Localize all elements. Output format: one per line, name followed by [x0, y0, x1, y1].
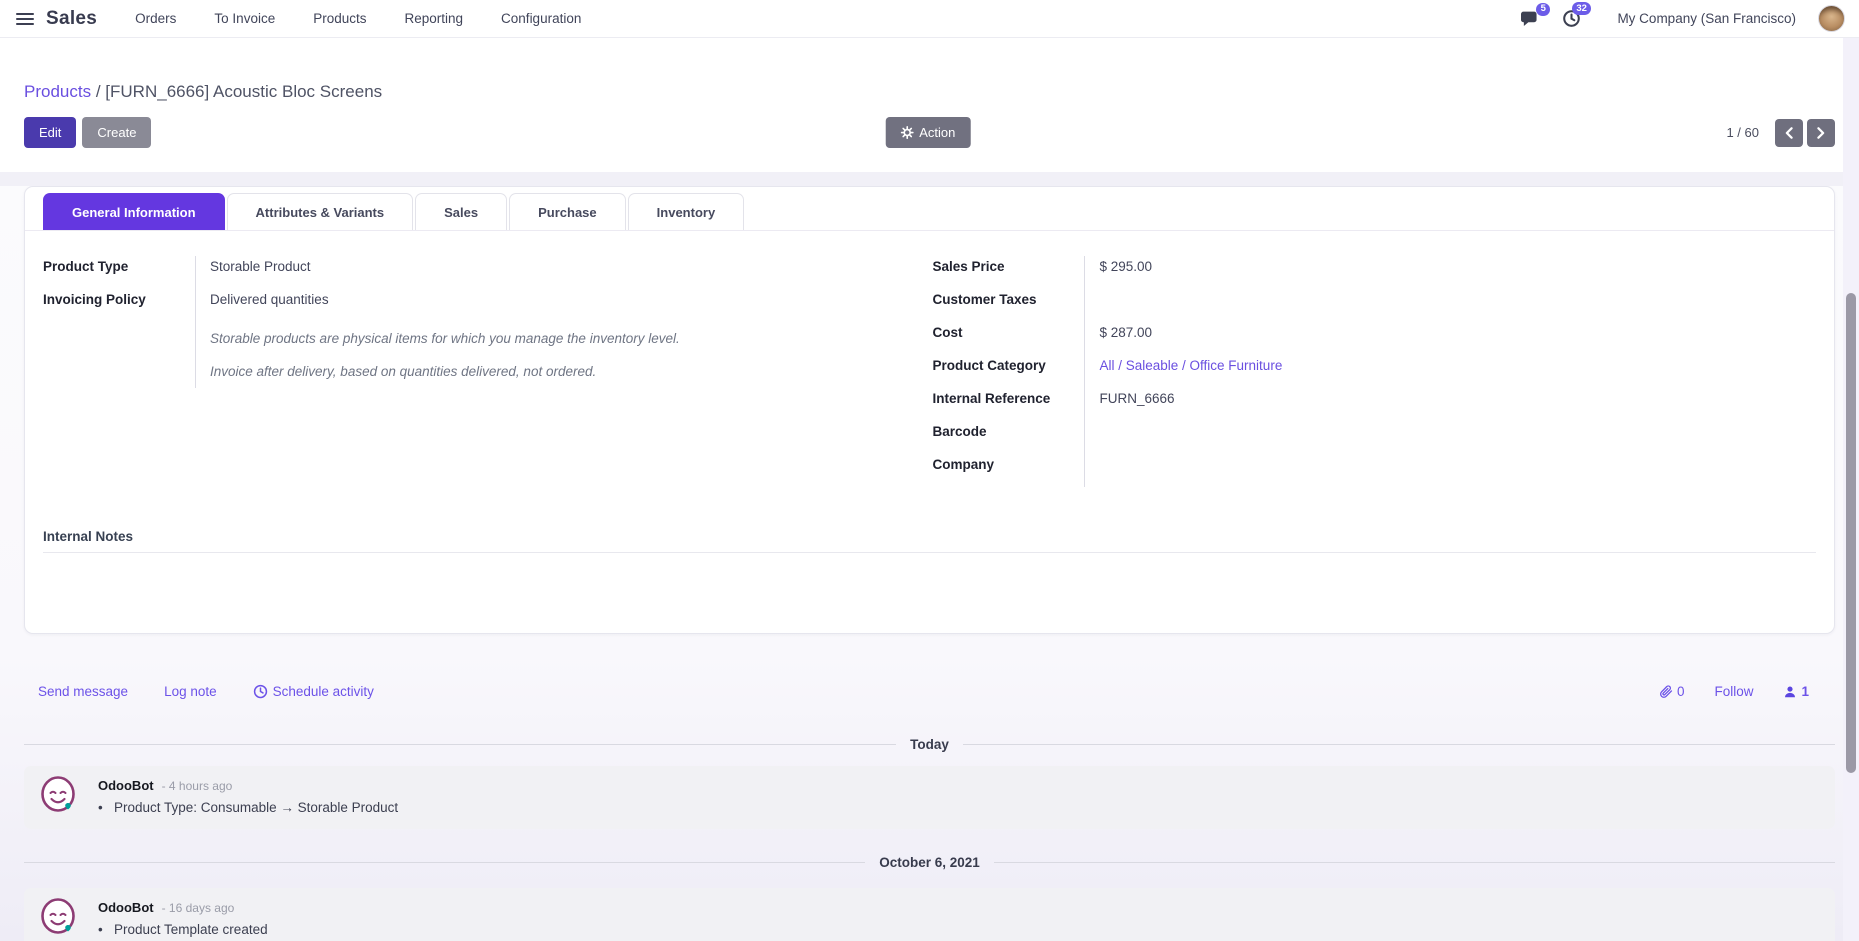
message-body: Product Template created [98, 922, 268, 937]
message-timestamp: - 16 days ago [161, 901, 235, 915]
notebook-divider [25, 230, 1834, 231]
tab-purchase[interactable]: Purchase [509, 193, 626, 230]
pager: 1 / 60 [1726, 118, 1835, 147]
action-button[interactable]: Action [885, 117, 971, 148]
menu-reporting[interactable]: Reporting [404, 11, 464, 26]
invoicing-policy-help-note: Invoice after delivery, based on quantit… [210, 364, 597, 379]
product-type-value[interactable]: Storable Product [210, 259, 311, 274]
menu-products[interactable]: Products [313, 11, 367, 26]
tab-attributes-variants[interactable]: Attributes & Variants [226, 193, 414, 230]
breadcrumb: Products / [FURN_6666] Acoustic Bloc Scr… [24, 82, 1835, 102]
menu-to-invoice[interactable]: To Invoice [214, 11, 276, 26]
date-divider-label: Today [910, 737, 949, 752]
edit-button[interactable]: Edit [24, 117, 77, 148]
user-avatar[interactable] [1818, 5, 1845, 32]
schedule-activity-label: Schedule activity [272, 684, 374, 699]
company-switcher[interactable]: My Company (San Francisco) [1617, 11, 1796, 26]
hamburger-menu-icon[interactable] [16, 12, 34, 25]
barcode-value[interactable] [1099, 421, 1816, 454]
paperclip-icon [1659, 685, 1673, 698]
barcode-label: Barcode [932, 424, 987, 439]
product-type-help-note: Storable products are physical items for… [210, 331, 680, 346]
gear-icon [900, 126, 914, 139]
menu-configuration[interactable]: Configuration [501, 11, 582, 26]
menu-orders[interactable]: Orders [135, 11, 177, 26]
form-view: General Information Attributes & Variant… [0, 186, 1859, 941]
sales-price-label: Sales Price [932, 259, 1005, 274]
date-divider-today: Today [24, 737, 1836, 752]
cost-value[interactable]: $ 287.00 [1099, 325, 1153, 340]
attachments-button[interactable]: 0 [1659, 684, 1685, 699]
invoicing-policy-value[interactable]: Delivered quantities [210, 292, 329, 307]
breadcrumb-separator: / [95, 82, 101, 101]
form-group-right: Sales Price Customer Taxes Cost Product … [932, 256, 1816, 487]
attachments-count: 0 [1676, 684, 1685, 699]
speech-bubble-icon [1521, 11, 1537, 26]
chatter: Send message Log note Schedule activity … [24, 684, 1836, 941]
cost-label: Cost [932, 325, 963, 340]
form-group-left: Product Type Invoicing Policy Storable P… [43, 256, 876, 487]
company-label: Company [932, 457, 994, 472]
internal-notes-divider [43, 552, 1816, 553]
message-body: Product Type: Consumable → Storable Prod… [98, 800, 398, 815]
log-note-button[interactable]: Log note [164, 684, 217, 699]
schedule-activity-button[interactable]: Schedule activity [253, 684, 374, 699]
message-timestamp: - 4 hours ago [161, 779, 233, 793]
tab-general-information[interactable]: General Information [43, 193, 225, 230]
tab-inventory[interactable]: Inventory [627, 193, 745, 230]
product-category-label: Product Category [932, 358, 1046, 373]
chevron-right-icon [1817, 126, 1825, 139]
chatter-message: OdooBot - 16 days ago Product Template c… [24, 888, 1835, 941]
message-author[interactable]: OdooBot [98, 778, 154, 793]
product-form-sheet: General Information Attributes & Variant… [24, 186, 1835, 634]
followers-button[interactable]: 1 [1783, 684, 1809, 699]
notebook-tabs: General Information Attributes & Variant… [43, 193, 1834, 230]
send-message-button[interactable]: Send message [38, 684, 129, 699]
messages-icon[interactable]: 5 [1520, 2, 1551, 28]
product-category-link[interactable]: All / Saleable / Office Furniture [1099, 358, 1283, 373]
message-author[interactable]: OdooBot [98, 900, 154, 915]
chatter-message: OdooBot - 4 hours ago Product Type: Cons… [24, 766, 1835, 829]
tab-sales[interactable]: Sales [415, 193, 508, 230]
followers-count: 1 [1801, 684, 1809, 699]
customer-taxes-label: Customer Taxes [932, 292, 1037, 307]
internal-notes-section: Internal Notes [25, 529, 1834, 553]
product-type-label: Product Type [43, 259, 129, 274]
control-panel: Products / [FURN_6666] Acoustic Bloc Scr… [0, 38, 1859, 172]
top-navbar: Sales Orders To Invoice Products Reporti… [0, 0, 1859, 38]
main-menu: Orders To Invoice Products Reporting Con… [135, 11, 581, 26]
app-name[interactable]: Sales [46, 7, 98, 29]
activities-badge: 32 [1571, 2, 1592, 16]
odoobot-avatar [40, 898, 78, 936]
scrollbar-thumb[interactable] [1846, 293, 1856, 773]
internal-reference-value[interactable]: FURN_6666 [1099, 391, 1175, 406]
vertical-scrollbar[interactable] [1843, 38, 1859, 941]
create-button[interactable]: Create [82, 117, 152, 148]
internal-notes-label: Internal Notes [43, 529, 134, 544]
customer-taxes-value[interactable] [1099, 289, 1816, 322]
clock-icon [253, 684, 267, 699]
date-divider-label: October 6, 2021 [879, 855, 980, 870]
page-title: [FURN_6666] Acoustic Bloc Screens [105, 82, 383, 101]
chevron-left-icon [1785, 126, 1793, 139]
activities-icon[interactable]: 32 [1562, 2, 1592, 28]
pager-next-button[interactable] [1807, 118, 1835, 147]
odoobot-avatar [40, 776, 78, 814]
pager-value: 1 / 60 [1726, 125, 1759, 140]
internal-reference-label: Internal Reference [932, 391, 1051, 406]
messages-badge: 5 [1536, 2, 1551, 16]
follower-icon [1785, 686, 1796, 697]
company-value[interactable] [1099, 454, 1816, 487]
invoicing-policy-label: Invoicing Policy [43, 292, 146, 307]
sales-price-value[interactable]: $ 295.00 [1099, 259, 1153, 274]
panel-separator [0, 172, 1859, 186]
date-divider-october: October 6, 2021 [24, 855, 1835, 870]
action-button-label: Action [919, 125, 956, 140]
follow-button[interactable]: Follow [1714, 684, 1754, 699]
breadcrumb-products-link[interactable]: Products [24, 82, 92, 101]
pager-previous-button[interactable] [1775, 118, 1803, 147]
